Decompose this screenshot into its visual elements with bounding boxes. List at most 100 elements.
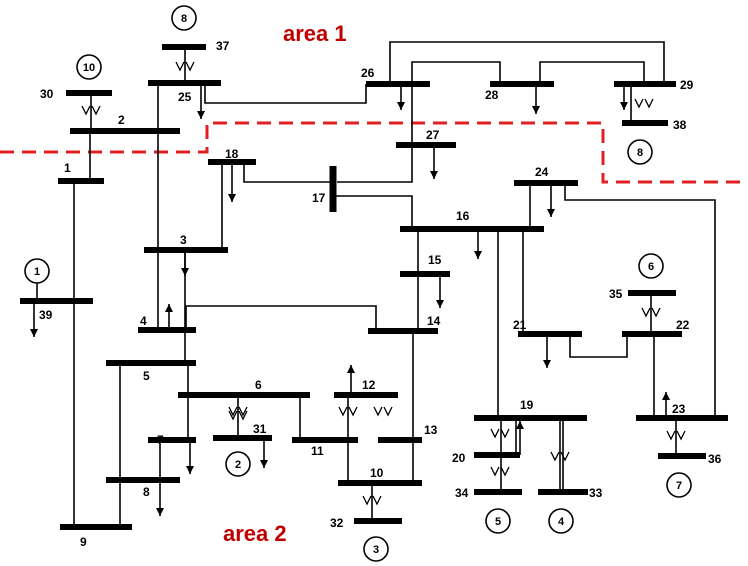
bus-32-label: 32: [330, 516, 344, 530]
bus-20-label: 20: [452, 451, 466, 465]
generator-1-label: 1: [34, 266, 40, 278]
injection-arrowhead-2: [347, 365, 355, 373]
bus-14-label: 14: [427, 314, 441, 328]
transformer-symbol-9-b: [676, 430, 686, 441]
bus-28-label: 28: [485, 88, 499, 102]
bus-9-label: 9: [80, 535, 87, 549]
generator-2-label: 2: [235, 459, 241, 471]
load-arrowhead-13: [156, 508, 164, 516]
injection-arrowhead-1: [165, 304, 173, 312]
generator-1-circle: [24, 258, 50, 284]
transformer-symbol-2: [81, 105, 91, 116]
line-segment-11: [243, 162, 333, 183]
load-arrowhead-7: [181, 268, 189, 276]
transformer-symbol-12-b: [644, 98, 654, 109]
bus-19-label: 19: [520, 398, 534, 412]
generator-4-circle: [548, 508, 574, 534]
transformer-symbol-11-b: [348, 406, 358, 417]
bus-6-label: 6: [255, 378, 262, 392]
transformer-symbol-3: [228, 410, 238, 421]
generator-3-circle: [363, 536, 389, 562]
generator-5-circle: [485, 508, 511, 534]
line-segment-32: [564, 183, 716, 418]
transformer-symbol-4: [362, 495, 372, 506]
transformer-symbol-5-b: [500, 428, 510, 439]
generator-8-circle: [171, 5, 197, 31]
load-arrowhead-15: [30, 329, 38, 337]
transformer-symbol-13-b: [238, 406, 248, 417]
generator-6-circle: [638, 253, 664, 279]
bus-2-label: 2: [118, 113, 125, 127]
generator-6-label: 6: [648, 261, 654, 273]
bus-21-label: 21: [513, 318, 527, 332]
transformer-symbol-10-b: [383, 406, 393, 417]
bus-34-label: 34: [455, 486, 469, 500]
generator-10-circle: [76, 54, 102, 80]
transformer-symbol-3-b: [238, 410, 248, 421]
bus-17-label: 17: [312, 191, 326, 205]
bus-27-label: 27: [426, 128, 440, 142]
area-boundary: [0, 121, 748, 184]
bus-15-label: 15: [428, 253, 442, 267]
bus-13-label: 13: [424, 423, 438, 437]
load-arrowhead-6: [228, 194, 236, 202]
bus-11-label: 11: [311, 444, 324, 458]
transformer-symbol-12: [634, 98, 644, 109]
generator-5-label: 5: [495, 516, 501, 528]
bus-8-label: 8: [143, 485, 150, 499]
generator-8-label: 8: [181, 13, 187, 25]
line-segment-14: [389, 41, 665, 84]
transformer-symbol-1: [175, 61, 185, 72]
load-arrowhead-3: [532, 106, 540, 114]
transformer-symbol-10: [373, 406, 383, 417]
bus-24-label: 24: [535, 165, 549, 179]
bus-5-label: 5: [143, 369, 150, 383]
bus-26-label: 26: [361, 66, 375, 80]
transformer-symbol-5: [490, 428, 500, 439]
transformer-symbol-1-b: [185, 61, 195, 72]
bus-25-label: 25: [178, 90, 192, 104]
generator-2-circle: [225, 451, 251, 477]
bus-36-label: 36: [708, 452, 722, 466]
generator-10-label: 10: [83, 62, 95, 74]
bus-1-label: 1: [64, 161, 71, 175]
line-segment-15: [411, 61, 501, 84]
line-segment-13: [337, 84, 413, 183]
generator-3-label: 3: [373, 544, 379, 556]
line-segment-16: [539, 61, 645, 84]
bus-31-label: 31: [253, 422, 267, 436]
line-segment-21: [185, 305, 377, 331]
transformer-symbol-8-b: [651, 307, 661, 318]
transformer-symbol-13: [228, 406, 238, 417]
load-arrowhead-10: [547, 209, 555, 217]
area-2-label: area 2: [223, 521, 287, 546]
generator-8-label: 8: [637, 147, 643, 159]
bus-22-label: 22: [676, 318, 690, 332]
transformer-symbol-11: [338, 406, 348, 417]
bus-10-label: 10: [370, 466, 384, 480]
transformer-symbol-8: [641, 307, 651, 318]
bus-12-label: 12: [362, 378, 376, 392]
transformer-symbol-2-b: [91, 105, 101, 116]
bus-38-label: 38: [673, 118, 687, 132]
bus-30-label: 30: [40, 87, 54, 101]
transformer-symbol-7-b: [560, 451, 570, 462]
transformer-symbol-9: [666, 430, 676, 441]
generator-7-label: 7: [676, 480, 682, 492]
transformer-symbol-4-b: [372, 495, 382, 506]
load-arrowhead-9: [436, 300, 444, 308]
bus-37-label: 37: [216, 39, 230, 53]
load-arrowhead-14: [260, 460, 268, 468]
line-segment-7: [204, 83, 367, 104]
bus-18-label: 18: [225, 147, 239, 161]
load-arrowhead-8: [474, 251, 482, 259]
injection-arrowhead-3: [516, 421, 524, 429]
transformer-symbol-6: [490, 466, 500, 477]
generator-4-label: 4: [558, 516, 565, 528]
bus-16-label: 16: [456, 209, 470, 223]
bus-3-label: 3: [180, 233, 187, 247]
bus-23-label: 23: [672, 402, 686, 416]
injection-arrowhead-4: [662, 392, 670, 400]
